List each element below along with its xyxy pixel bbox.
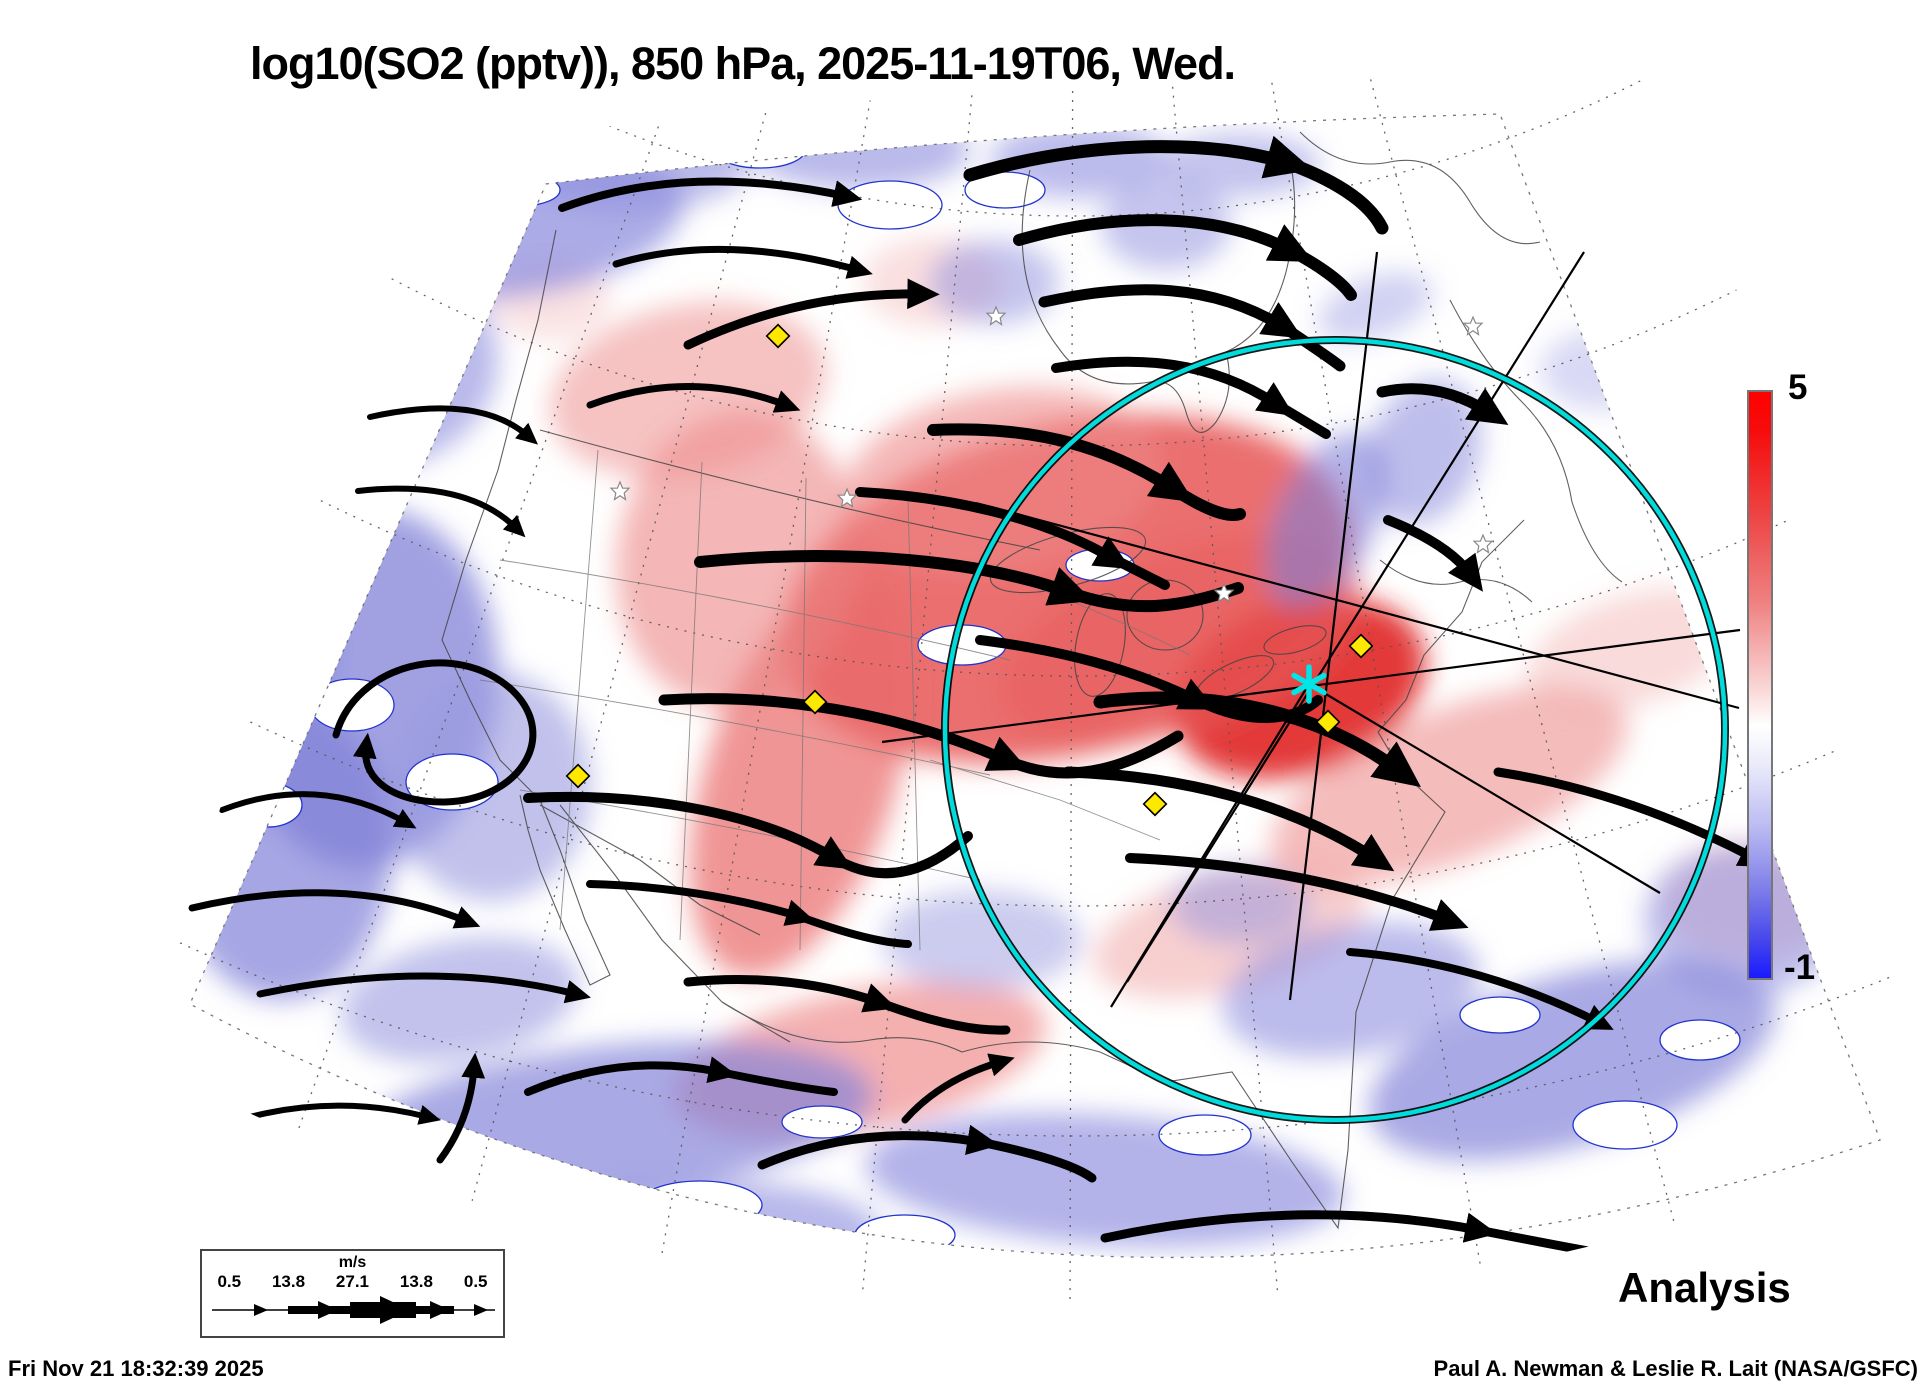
credit-text: Paul A. Newman & Leslie R. Lait (NASA/GS…	[1433, 1356, 1918, 1381]
wind-legend-values: 0.5 13.8 27.1 13.8 0.5	[202, 1272, 503, 1292]
wind-legend-units: m/s	[338, 1254, 367, 1271]
colorbar-min-label: -1	[1784, 948, 1816, 987]
so2-field	[190, 114, 1844, 1258]
wind-barb-scale-icon	[212, 1296, 495, 1324]
colorbar-max-label: 5	[1788, 368, 1808, 407]
wind-legend-value: 0.5	[463, 1272, 488, 1291]
data-domain-edge	[189, 113, 1881, 1259]
wind-speed-legend: m/s 0.5 13.8 27.1 13.8 0.5	[200, 1249, 505, 1338]
product-status-label: Analysis	[1618, 1264, 1791, 1311]
creation-timestamp: Fri Nov 21 18:32:39 2025	[8, 1356, 264, 1381]
city-star-markers	[609, 305, 1494, 603]
streamlines	[188, 135, 1772, 1257]
wind-legend-value: 27.1	[335, 1272, 370, 1291]
plot-title: log10(SO2 (pptv)), 850 hPa, 2025-11-19T0…	[250, 38, 1236, 89]
site-diamond-markers	[565, 323, 1374, 817]
colorbar	[1747, 390, 1773, 980]
trajectory-lines	[881, 251, 1741, 1008]
graticule	[140, 77, 1926, 1305]
wind-legend-value: 13.8	[399, 1272, 433, 1291]
source-star-marker	[1291, 664, 1327, 704]
wind-legend-value: 13.8	[271, 1272, 306, 1291]
range-circle	[941, 336, 1729, 1124]
wind-legend-value: 0.5	[217, 1272, 242, 1291]
